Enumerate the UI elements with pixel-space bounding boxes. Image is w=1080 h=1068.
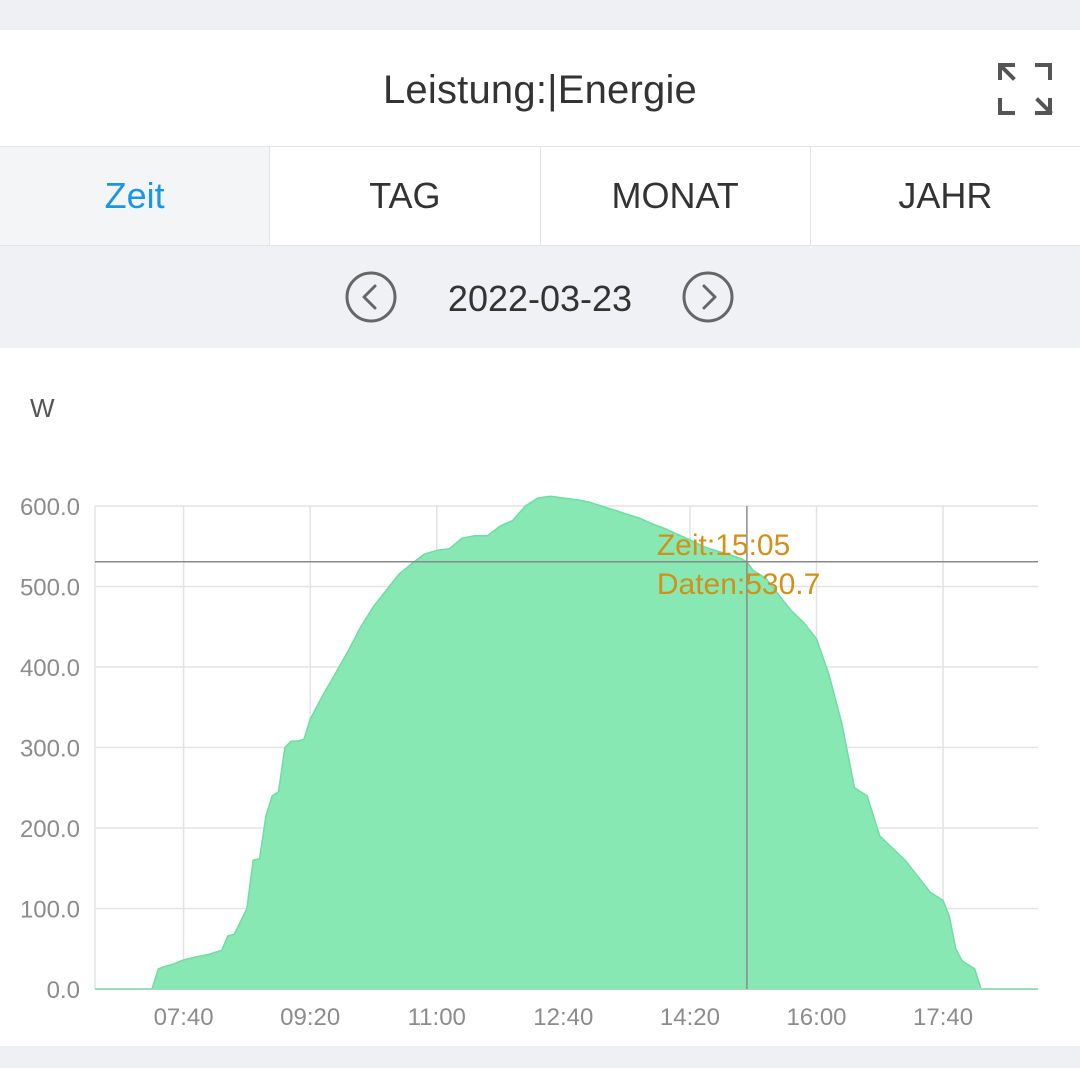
fullscreen-button[interactable] [994,60,1056,118]
x-tick-label: 12:40 [533,1004,593,1031]
top-strip [0,0,1080,30]
y-tick-label: 300.0 [20,736,80,763]
chevron-right-icon [682,271,734,323]
period-tabs: Zeit TAG MONAT JAHR [0,146,1080,246]
x-tick-label: 17:40 [913,1004,973,1031]
tab-zeit[interactable]: Zeit [0,147,271,245]
tab-monat[interactable]: MONAT [540,147,811,245]
x-tick-label: 07:40 [154,1004,214,1031]
y-axis-unit: W [30,393,55,423]
tooltip-value: Daten:530.7 [657,568,820,601]
next-date-button[interactable] [682,271,734,323]
expand-icon [998,63,1053,115]
tab-tag[interactable]: TAG [270,147,541,245]
y-tick-label: 100.0 [20,897,80,924]
chevron-left-icon [345,271,397,323]
tab-jahr[interactable]: JAHR [810,147,1080,245]
y-tick-label: 500.0 [20,575,80,602]
x-tick-label: 14:20 [660,1004,720,1031]
previous-date-button[interactable] [345,271,397,323]
y-tick-label: 400.0 [20,655,80,682]
chart-svg[interactable]: 0.0 100.0 200.0 300.0 400.0 500.0 600.0 07:40 09… [0,348,1080,1046]
x-tick-label: 16:00 [786,1004,846,1031]
x-tick-label: 09:20 [280,1004,340,1031]
y-tick-label: 600.0 [20,494,80,521]
y-tick-label: 200.0 [20,816,80,843]
page-title: Leistung:|Energie [382,68,697,112]
x-tick-label: 11:00 [408,1004,466,1031]
date-navigator: 2022-03-23 [0,246,1080,348]
chart-header: Leistung:|Energie [0,30,1080,146]
y-tick-label: 0.0 [47,977,80,1004]
current-date: 2022-03-23 [447,278,633,319]
tooltip-time: Zeit:15:05 [657,529,790,562]
bottom-strip [0,1046,1080,1068]
power-area [95,495,994,990]
power-chart[interactable]: W 0.0 100.0 200.0 300.0 400.0 500.0 600.0 07:40… [0,348,1080,1046]
